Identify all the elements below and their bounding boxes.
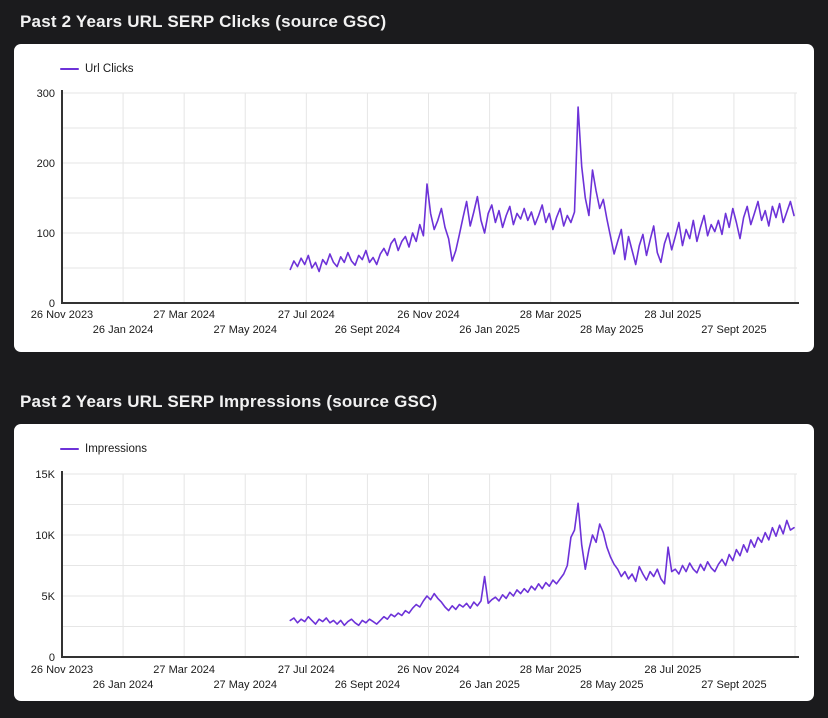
y-tick-label: 100 bbox=[37, 228, 55, 240]
url-clicks-line bbox=[289, 106, 795, 273]
x-tick-label: 26 Jan 2024 bbox=[93, 324, 154, 336]
x-tick-label: 26 Jan 2025 bbox=[459, 324, 520, 336]
y-tick-label: 10K bbox=[35, 530, 55, 542]
x-tick-label: 26 Nov 2024 bbox=[397, 309, 459, 321]
x-tick-label: 26 Jan 2024 bbox=[93, 679, 154, 691]
clicks-chart-card: Url Clicks 26 Nov 2023 26 Jan 2024 27 Mar … bbox=[14, 44, 814, 352]
x-tick-label: 26 Sept 2024 bbox=[335, 679, 400, 691]
x-tick-label: 26 Nov 2024 bbox=[397, 664, 459, 676]
impressions-legend-label: Impressions bbox=[85, 443, 147, 455]
x-tick-label: 28 Jul 2025 bbox=[644, 664, 701, 676]
x-tick-label: 28 May 2025 bbox=[580, 679, 644, 691]
x-tick-label: 27 Sept 2025 bbox=[701, 679, 766, 691]
y-tick-label: 300 bbox=[37, 88, 55, 100]
impressions-chart-title: Past 2 Years URL SERP Impressions (sourc… bbox=[20, 392, 438, 411]
url-clicks-legend-line-icon bbox=[60, 67, 79, 71]
x-tick-label: 27 Mar 2024 bbox=[153, 664, 215, 676]
x-tick-label: 27 Jul 2024 bbox=[278, 664, 335, 676]
y-tick-label: 0 bbox=[49, 652, 55, 664]
x-tick-label: 26 Nov 2023 bbox=[31, 664, 93, 676]
impressions-legend-line-icon bbox=[60, 447, 79, 451]
x-tick-label: 26 Jan 2025 bbox=[459, 679, 520, 691]
clicks-chart-title: Past 2 Years URL SERP Clicks (source GSC… bbox=[20, 12, 387, 31]
impressions-chart-card: Impressions 26 Nov 2023 26 Jan 2024 27 Mar… bbox=[14, 424, 814, 701]
impressions-legend-item[interactable]: Impressions bbox=[60, 443, 147, 455]
clicks-legend-label: Url Clicks bbox=[85, 63, 134, 75]
x-tick-label: 27 May 2024 bbox=[213, 679, 277, 691]
x-tick-label: 28 Jul 2025 bbox=[644, 309, 701, 321]
y-tick-label: 15K bbox=[35, 469, 55, 481]
x-tick-label: 28 Mar 2025 bbox=[520, 309, 582, 321]
x-tick-label: 26 Sept 2024 bbox=[335, 324, 400, 336]
x-tick-label: 27 Sept 2025 bbox=[701, 324, 766, 336]
x-tick-label: 27 Jul 2024 bbox=[278, 309, 335, 321]
x-tick-label: 26 Nov 2023 bbox=[31, 309, 93, 321]
y-tick-label: 0 bbox=[49, 298, 55, 310]
x-tick-label: 27 Mar 2024 bbox=[153, 309, 215, 321]
x-tick-label: 27 May 2024 bbox=[213, 324, 277, 336]
x-tick-label: 28 Mar 2025 bbox=[520, 664, 582, 676]
y-tick-label: 5K bbox=[42, 591, 56, 603]
clicks-legend-item[interactable]: Url Clicks bbox=[60, 63, 134, 75]
y-tick-label: 200 bbox=[37, 158, 55, 170]
impressions-line bbox=[289, 502, 795, 627]
x-tick-label: 28 May 2025 bbox=[580, 324, 644, 336]
